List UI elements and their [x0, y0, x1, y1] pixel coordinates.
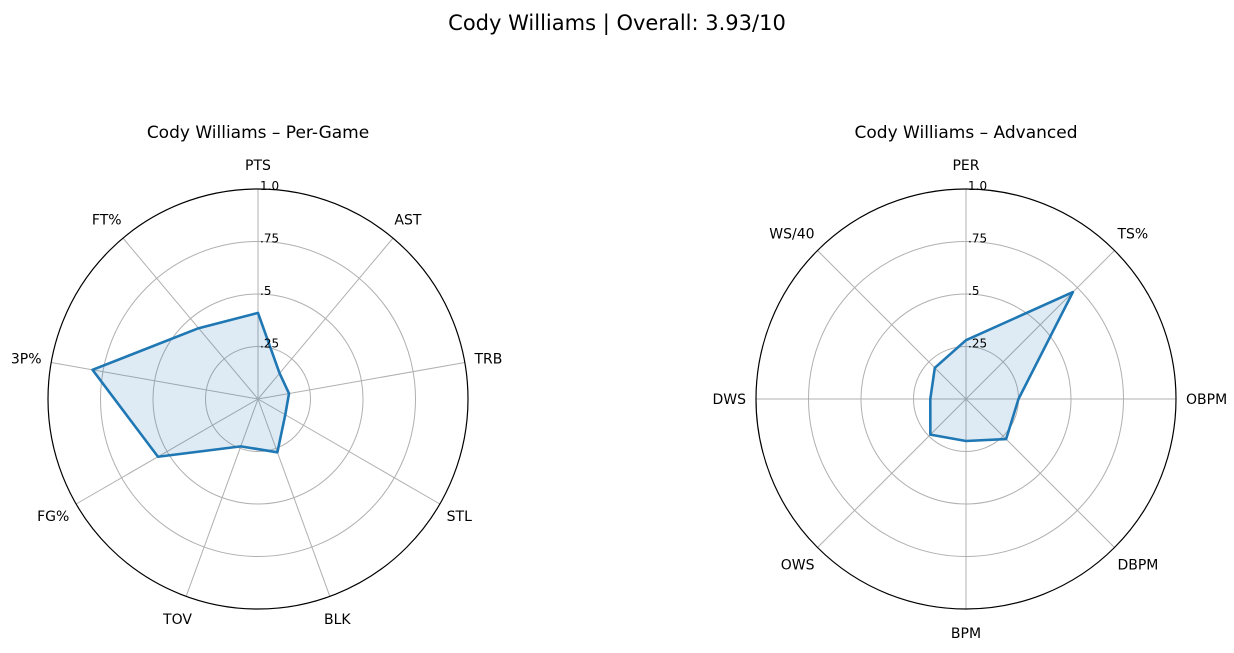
data-polygon: [91, 311, 291, 459]
grid-spoke: [257, 398, 441, 505]
figure-suptitle: Cody Williams | Overall: 3.93/10: [448, 11, 786, 36]
chart-title: Cody Williams – Advanced: [855, 123, 1078, 143]
axis-label-per: PER: [952, 158, 979, 174]
axis-label-tov: TOV: [162, 612, 192, 628]
grid-spoke: [965, 398, 1115, 548]
axis-label-dbpm: DBPM: [1117, 557, 1158, 573]
radial-tick-label: .25: [260, 337, 279, 351]
grid-spoke: [185, 398, 259, 597]
radial-tick-label: 1.0: [968, 179, 987, 193]
grid-spoke: [965, 250, 1115, 400]
radial-tick-label: .5: [260, 284, 271, 298]
radar-chart-per-game: Cody Williams – Per-Game .25 .5 .75 1.0 PTS A…: [11, 123, 502, 628]
grid-spoke: [75, 398, 259, 505]
radar-chart-advanced: Cody Williams – Advanced .25 .5 .75 1.0 PER T…: [712, 123, 1227, 642]
radial-tick-label: .75: [968, 232, 987, 246]
axis-label-trb: TRB: [473, 351, 502, 367]
axis-label-pts: PTS: [245, 158, 271, 174]
grid-spoke: [817, 250, 967, 400]
radial-tick-label: 1.0: [260, 179, 279, 193]
axis-label-bpm: BPM: [951, 626, 981, 642]
grid-spoke: [51, 362, 259, 400]
grid-spoke: [257, 362, 465, 400]
axis-label-stl: STL: [447, 509, 472, 525]
radial-tick-label: .5: [968, 284, 979, 298]
axis-label-ws-40: WS/40: [769, 227, 814, 243]
radial-tick-label: .75: [260, 232, 279, 246]
grid-spoke: [122, 237, 259, 400]
axis-label-ast: AST: [394, 213, 421, 229]
axis-label-dws: DWS: [712, 392, 746, 408]
radial-tick-label: .25: [968, 337, 987, 351]
outer-ring: [755, 188, 1177, 610]
grid-spoke: [257, 398, 331, 597]
axis-label-3p-: 3P%: [11, 351, 42, 367]
axis-label-ft-: FT%: [92, 213, 122, 229]
axis-label-ts-: TS%: [1116, 227, 1148, 243]
axis-label-ows: OWS: [781, 557, 815, 573]
chart-title: Cody Williams – Per-Game: [147, 123, 369, 143]
axis-label-blk: BLK: [324, 612, 351, 628]
outer-ring: [47, 188, 469, 610]
data-polygon: [928, 290, 1075, 443]
axis-label-obpm: OBPM: [1186, 392, 1227, 408]
grid-spoke: [817, 398, 967, 548]
axis-label-fg-: FG%: [37, 509, 69, 525]
